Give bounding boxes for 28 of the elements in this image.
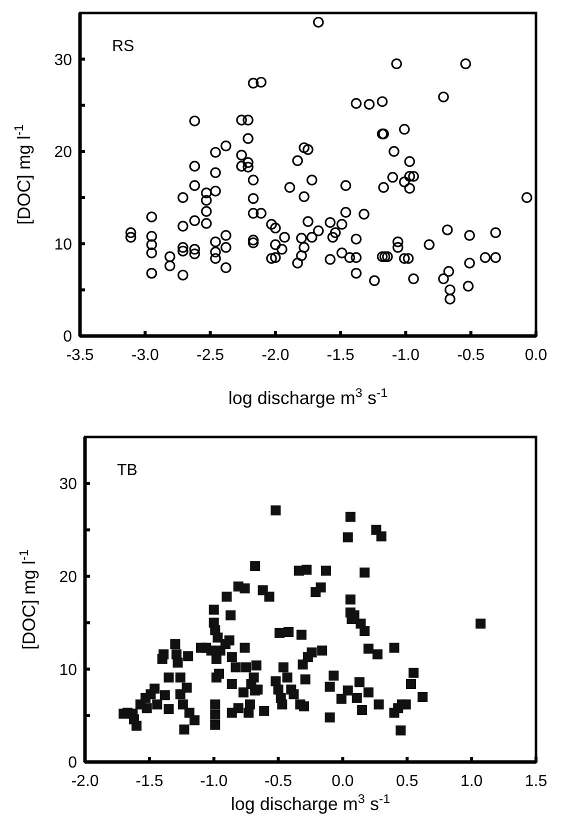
y-tick-label: 20 <box>59 568 78 586</box>
annotation: TB <box>117 462 138 479</box>
x-tick-label: 0.5 <box>396 773 418 790</box>
x-tick-label: -1.0 <box>392 347 420 364</box>
x-tick-label: 0.0 <box>332 773 354 790</box>
y-tick-label: 30 <box>59 476 78 494</box>
x-tick-label: -1.5 <box>326 347 354 364</box>
x-tick-label: -2.5 <box>196 347 224 364</box>
y-tick-label: 10 <box>59 662 78 679</box>
x-tick-label: -3.5 <box>66 347 94 364</box>
x-tick-label: -0.5 <box>264 773 292 790</box>
y-tick-label: 30 <box>54 52 72 69</box>
annotation: RS <box>112 38 134 55</box>
x-tick-label: -2.0 <box>71 773 99 790</box>
x-axis-title: log discharge m$^{3}$ s$^{-1}$ <box>228 386 388 408</box>
x-tick-label: 1.5 <box>524 773 548 790</box>
x-axis-title: log discharge m$^{3}$ s$^{-1}$ <box>230 792 390 814</box>
y-tick-label: 0 <box>63 328 72 346</box>
x-tick-label: 0.0 <box>524 347 548 364</box>
x-tick-label: -0.5 <box>457 347 485 364</box>
y-tick-label: 0 <box>68 754 78 772</box>
x-tick-label: -1.5 <box>136 773 164 790</box>
y-tick-label: 10 <box>54 236 72 254</box>
x-tick-label: -3.0 <box>131 347 160 364</box>
y-tick-label: 20 <box>54 144 72 162</box>
x-tick-label: 1.0 <box>460 773 483 790</box>
x-tick-label: -1.0 <box>200 773 228 790</box>
x-tick-label: -2.0 <box>262 347 290 364</box>
